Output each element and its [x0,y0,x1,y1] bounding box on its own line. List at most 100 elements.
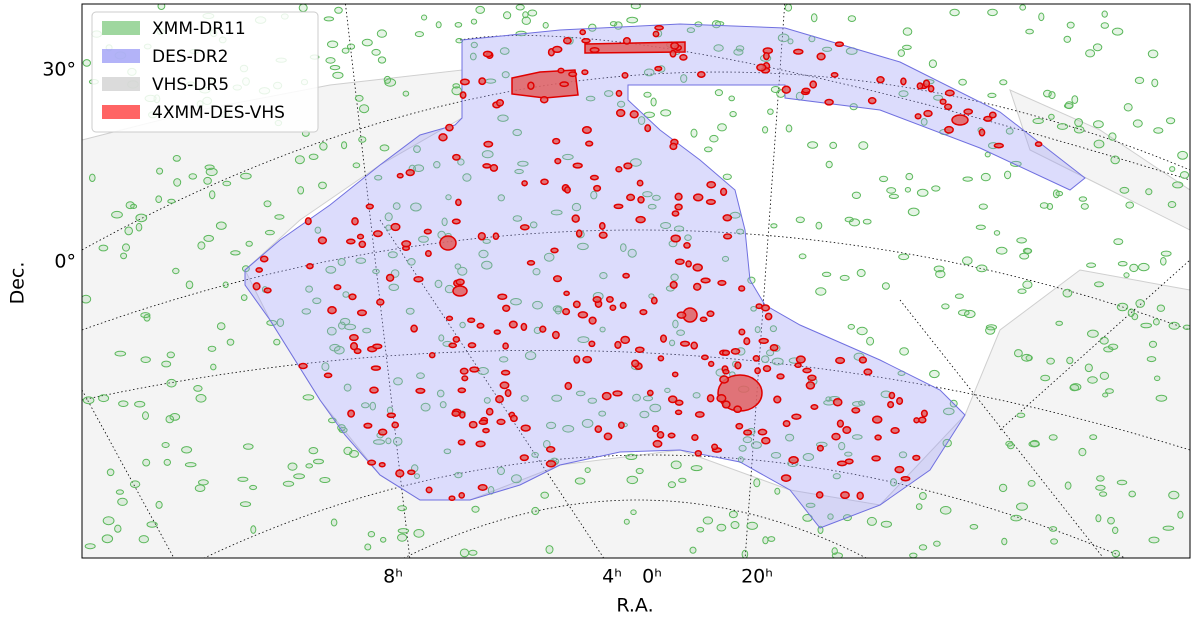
overlap-field [876,76,885,84]
xmm-field [245,240,253,247]
xmm-field [1089,434,1098,441]
xmm-field [155,500,163,509]
overlap-field [455,278,465,286]
overlap-field [978,128,986,137]
xmm-field [439,401,447,409]
xmm-field [343,446,353,455]
overlap-field [369,386,379,394]
xmm-field [829,141,838,149]
overlap-field [993,142,1004,149]
xmm-field [135,222,143,232]
xmm-field [1148,340,1158,348]
xmm-field [1156,304,1166,312]
xmm-field [980,172,991,182]
xmm-field [676,329,685,336]
overlap-field [782,420,791,428]
xmm-field [696,526,705,533]
xmm-field [1162,525,1175,531]
overlap-field [461,375,469,382]
xmm-field [354,94,364,102]
xmm-field [114,350,127,357]
xmm-field [1027,480,1036,487]
xmm-field [993,230,1001,236]
xmm-field [387,251,398,259]
xmm-field [341,47,350,54]
overlap-field [834,41,845,48]
overlap-field [396,172,404,179]
xmm-field [457,266,468,276]
overlap-field [651,425,660,433]
xmm-field [1151,78,1159,88]
overlap-field [674,409,683,416]
overlap-field [477,231,486,241]
xmm-field [939,506,952,515]
xmm-field [545,545,554,554]
xmm-field [1073,125,1085,134]
overlap-field [255,267,264,273]
xmm-field [844,216,854,223]
legend-box [91,11,319,133]
xmm-field [858,141,869,150]
xmm-field [844,451,853,457]
xmm-field [750,441,762,449]
xmm-field [838,441,846,451]
overlap-field [824,98,834,106]
xmm-field [459,321,466,329]
xmm-field [343,383,352,392]
overlap-field [856,491,864,500]
xmm-field [198,479,209,486]
overlap-field [445,123,454,132]
overlap-field [634,346,645,353]
overlap-field [721,349,731,356]
xmm-field [334,6,343,14]
overlap-field [807,374,817,382]
xmm-field [338,321,346,330]
overlap-field [603,432,613,441]
xmm-field [590,190,598,200]
xmm-field [807,141,819,149]
xmm-field [436,389,445,398]
xmm-field [660,222,672,229]
xmm-field [839,274,850,281]
xmm-field [173,178,182,187]
xmm-field [660,109,672,117]
overlap-field [639,308,648,316]
xmm-field [138,535,150,544]
overlap-field [816,52,826,61]
xmm-field [1146,356,1157,363]
xmm-field [102,516,115,526]
xmm-field [1117,261,1128,267]
xmm-field [1055,320,1063,326]
overlap-field [452,335,461,343]
overlap-field [670,234,681,243]
xmm-field [501,71,510,79]
xmm-field [902,44,912,51]
overlap-field [572,300,581,309]
xmm-field [1168,490,1180,500]
xmm-field [889,478,898,487]
xmm-field [987,8,998,17]
overlap-field [890,427,900,434]
xmm-field [674,225,685,232]
xmm-field [204,164,215,171]
xmm-field [314,226,322,234]
xmm-field [1145,188,1153,196]
overlap-field [562,36,572,45]
xmm-field [210,363,217,371]
xmm-field [184,462,197,468]
xmm-field [130,203,138,209]
xmm-field [512,215,523,222]
xmm-field [1155,394,1168,402]
xmm-field [497,114,509,122]
xmm-field [263,200,272,208]
xmm-field [1056,123,1069,130]
overlap-field [635,215,646,224]
xmm-field [332,71,344,79]
overlap-field [415,387,426,394]
overlap-field [671,210,680,217]
overlap-field [674,203,683,211]
xmm-field [482,238,491,244]
overlap-field [508,320,518,329]
xmm-field [264,229,275,236]
overlap-field [914,113,922,120]
